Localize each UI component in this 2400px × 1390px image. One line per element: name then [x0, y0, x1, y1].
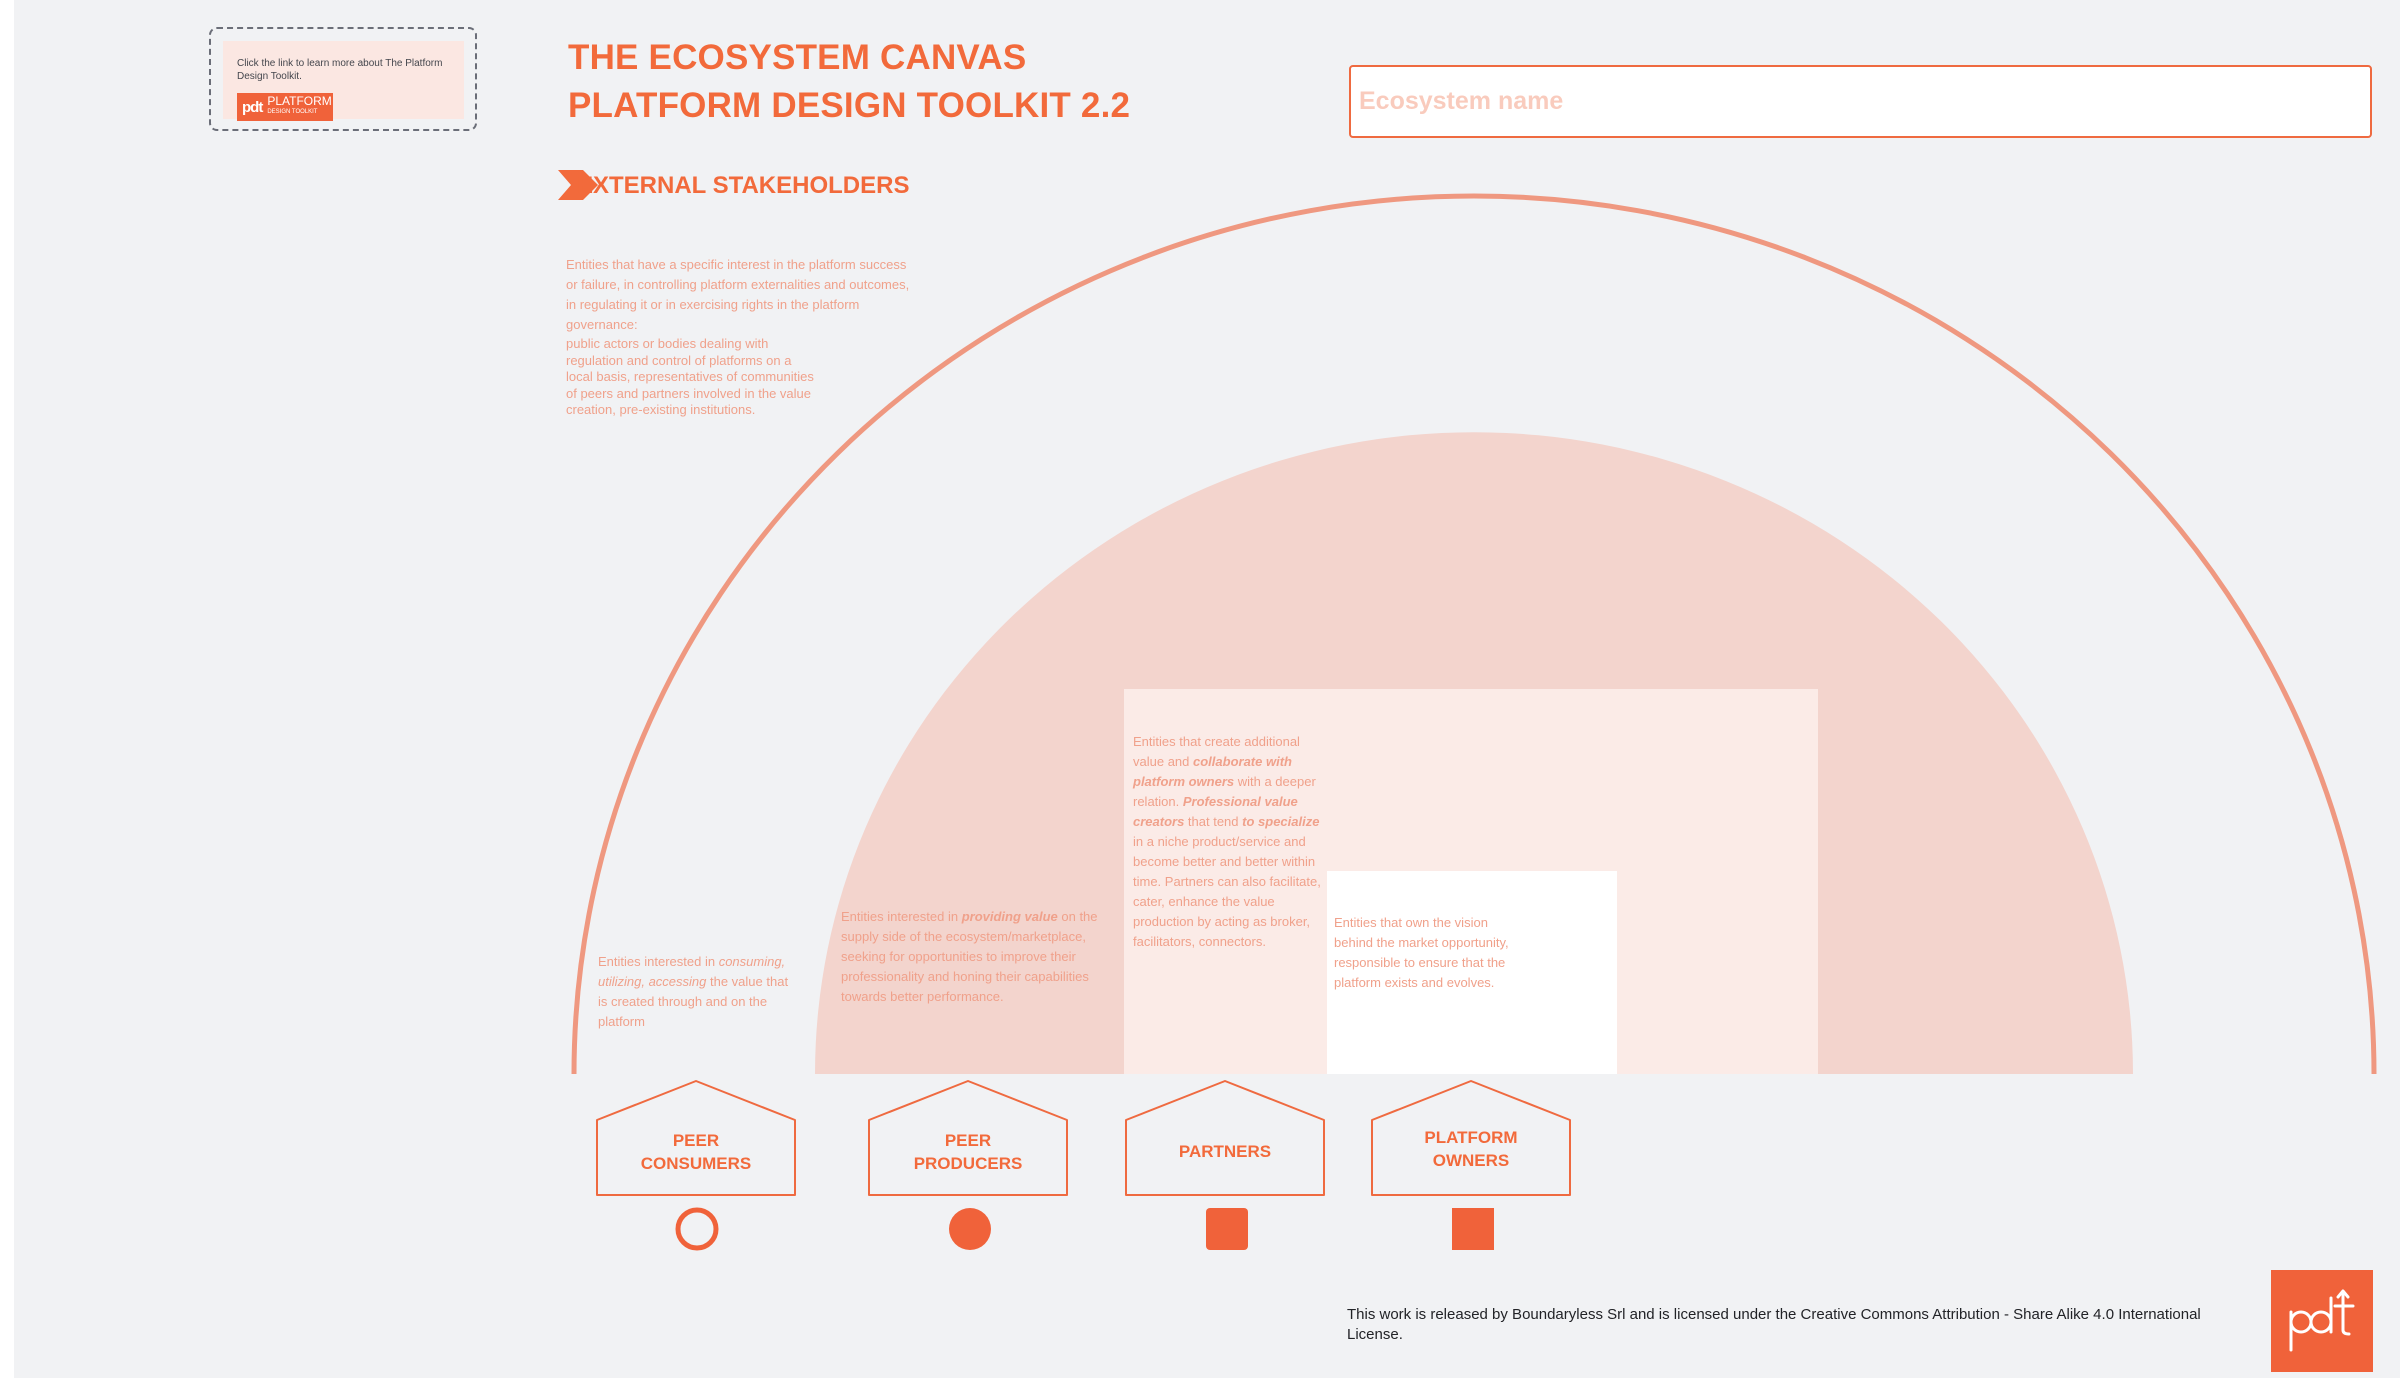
rounded-square-icon — [1206, 1208, 1248, 1250]
partners-button[interactable]: PARTNERS — [1125, 1080, 1325, 1200]
peer-consumers-desc-b: consuming, utilizing, accessing — [598, 954, 786, 989]
partners-desc-c: with a deeper relation. — [1133, 774, 1316, 809]
external-stakeholders-arc — [571, 193, 2377, 1075]
platform-owners-label: PLATFORM OWNERS — [1372, 1126, 1570, 1172]
platform-owners-label-line1: PLATFORM — [1424, 1128, 1518, 1147]
house-shape-icon — [1125, 1080, 1325, 1196]
page-title-line2: PLATFORM DESIGN TOOLKIT 2.2 — [568, 86, 1131, 125]
peer-producers-desc-a: Entities interested in — [841, 909, 962, 924]
ecosystem-name-field[interactable] — [1349, 65, 2372, 138]
pdt-logo-line1: PLATFORM — [267, 94, 332, 108]
platform-owners-zone — [1327, 871, 1617, 1074]
peer-producers-label-line2: PRODUCERS — [913, 1154, 1023, 1173]
partners-desc-f: to specialize — [1242, 814, 1320, 829]
toolkit-link-card[interactable]: Click the link to learn more about The P… — [209, 27, 477, 131]
section-title-external-stakeholders: EXTERNAL STAKEHOLDERS — [577, 172, 910, 199]
peer-producers-desc-c: on the supply side of the ecosystem/mark… — [841, 909, 1098, 1004]
peer-producers-description: Entities interested in providing value o… — [841, 907, 1098, 1007]
pdt-logo-glyph — [2289, 1289, 2355, 1352]
pdt-brand-logo[interactable]: pdt PLATFORM DESIGN TOOLKIT — [237, 93, 333, 121]
platform-owners-label-line2: OWNERS — [1432, 1151, 1510, 1170]
external-stakeholders-description: Entities that have a specific interest i… — [566, 257, 910, 332]
peer-consumers-button[interactable]: PEER CONSUMERS — [596, 1080, 796, 1200]
partners-desc-e: that tend — [1184, 814, 1243, 829]
house-shape-icon — [1371, 1080, 1571, 1196]
peer-producers-label-line1: PEER — [944, 1131, 992, 1150]
ecosystem-name-input[interactable] — [1359, 67, 2359, 136]
peer-consumers-label-line2: CONSUMERS — [640, 1154, 752, 1173]
external-stakeholders-examples: public actors or bodies dealing with reg… — [566, 336, 814, 417]
square-icon — [1452, 1208, 1494, 1250]
peer-consumers-label-line1: PEER — [672, 1131, 720, 1150]
toolkit-link-text: Click the link to learn more about The P… — [237, 58, 443, 82]
peer-consumers-desc-a: Entities interested in — [598, 954, 719, 969]
partners-label: PARTNERS — [1178, 1142, 1272, 1161]
peer-producers-label: PEER PRODUCERS — [869, 1129, 1067, 1175]
partners-desc-d: Professional value creators — [1133, 794, 1298, 829]
platform-owners-button[interactable]: PLATFORM OWNERS — [1371, 1080, 1571, 1200]
house-shape-icon — [596, 1080, 796, 1196]
peer-producers-button[interactable]: PEER PRODUCERS — [868, 1080, 1068, 1200]
pdt-logo-line2: DESIGN TOOLKIT — [267, 109, 318, 115]
chevron-right-icon — [558, 170, 598, 200]
partners-desc-a: Entities that create additional value an… — [1133, 734, 1300, 769]
license-notice: This work is released by Boundaryless Sr… — [1347, 1306, 2201, 1343]
peer-consumers-label: PEER CONSUMERS — [597, 1129, 795, 1175]
pdt-logo-mark: pdt — [242, 98, 263, 116]
partners-description: Entities that create additional value an… — [1133, 732, 1323, 952]
pdt-logo-icon[interactable] — [2271, 1270, 2373, 1372]
peer-producers-desc-b: providing value — [961, 909, 1058, 924]
peer-consumers-desc-c: the value that is created through and on… — [598, 974, 789, 1029]
circle-outline-icon — [675, 1207, 719, 1251]
partners-desc-b: collaborate with platform owners — [1133, 754, 1292, 789]
toolkit-link-card-body[interactable]: Click the link to learn more about The P… — [223, 41, 464, 121]
platform-owners-description: Entities that own the vision behind the … — [1334, 915, 1509, 990]
peer-consumers-description: Entities interested in consuming, utiliz… — [598, 952, 798, 1032]
house-shape-icon — [868, 1080, 1068, 1196]
partners-desc-g: in a niche product/service and become be… — [1133, 834, 1321, 949]
page-title-line1: THE ECOSYSTEM CANVAS — [568, 38, 1027, 77]
circle-filled-icon — [949, 1208, 991, 1250]
